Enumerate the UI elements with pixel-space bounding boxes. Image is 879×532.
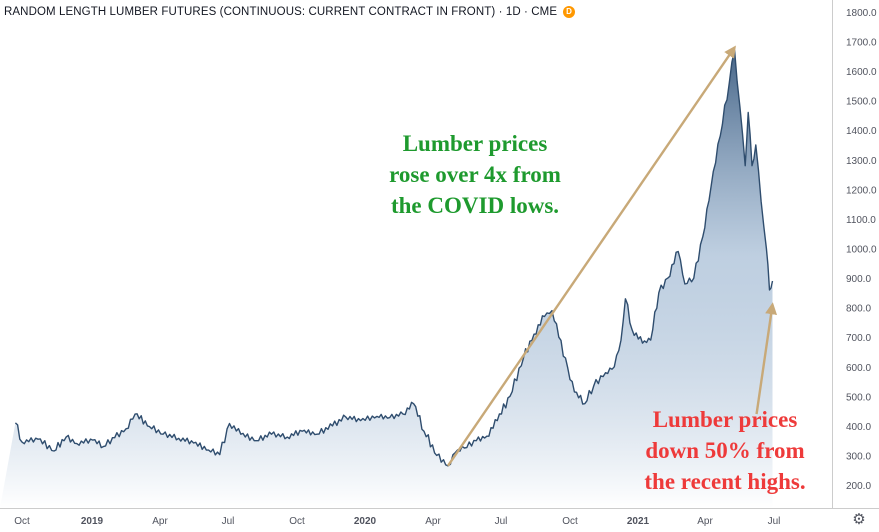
chart-title: RANDOM LENGTH LUMBER FUTURES (CONTINUOUS…	[4, 6, 576, 18]
x-tick-label: Jul	[768, 516, 781, 527]
annotation-arrow-2	[755, 302, 778, 415]
x-tick-label: Apr	[152, 516, 168, 527]
y-tick-label: 900.0	[846, 274, 871, 285]
y-tick-label: 500.0	[846, 392, 871, 403]
x-tick-label: 2019	[81, 516, 104, 527]
y-tick-label: 400.0	[846, 422, 871, 433]
y-tick-label: 1000.0	[846, 245, 877, 256]
y-tick-label: 800.0	[846, 304, 871, 315]
x-tick-label: Apr	[697, 516, 713, 527]
y-tick-label: 1800.0	[846, 8, 877, 19]
y-tick-label: 600.0	[846, 363, 871, 374]
x-tick-label: 2021	[627, 516, 650, 527]
x-tick-label: Oct	[14, 516, 30, 527]
x-tick-label: Jul	[495, 516, 508, 527]
chart-title-text: RANDOM LENGTH LUMBER FUTURES (CONTINUOUS…	[4, 6, 558, 18]
annotation-arrow-1	[446, 45, 736, 467]
rise-annotation: Lumber prices rose over 4x from the COVI…	[389, 131, 561, 218]
y-tick-label: 1400.0	[846, 126, 877, 137]
y-tick-label: 1300.0	[846, 156, 877, 167]
x-tick-label: Oct	[289, 516, 305, 527]
fall-annotation: Lumber prices down 50% from the recent h…	[644, 407, 806, 494]
y-tick-label: 700.0	[846, 333, 871, 344]
y-tick-label: 1100.0	[846, 215, 876, 226]
price-axis	[832, 0, 879, 508]
y-tick-label: 1200.0	[846, 185, 877, 196]
price-line	[14, 49, 774, 467]
gear-icon[interactable]: ⚙	[852, 511, 866, 528]
y-tick-label: 1500.0	[846, 97, 877, 108]
y-tick-label: 300.0	[846, 451, 871, 462]
x-tick-label: Jul	[222, 516, 235, 527]
delayed-badge: D	[563, 6, 576, 18]
x-tick-label: Oct	[562, 516, 578, 527]
y-tick-label: 1600.0	[846, 67, 877, 78]
y-tick-label: 1700.0	[846, 38, 877, 49]
y-tick-label: 200.0	[846, 481, 871, 492]
x-tick-label: 2020	[354, 516, 377, 527]
price-area	[0, 50, 773, 509]
x-tick-label: Apr	[425, 516, 441, 527]
